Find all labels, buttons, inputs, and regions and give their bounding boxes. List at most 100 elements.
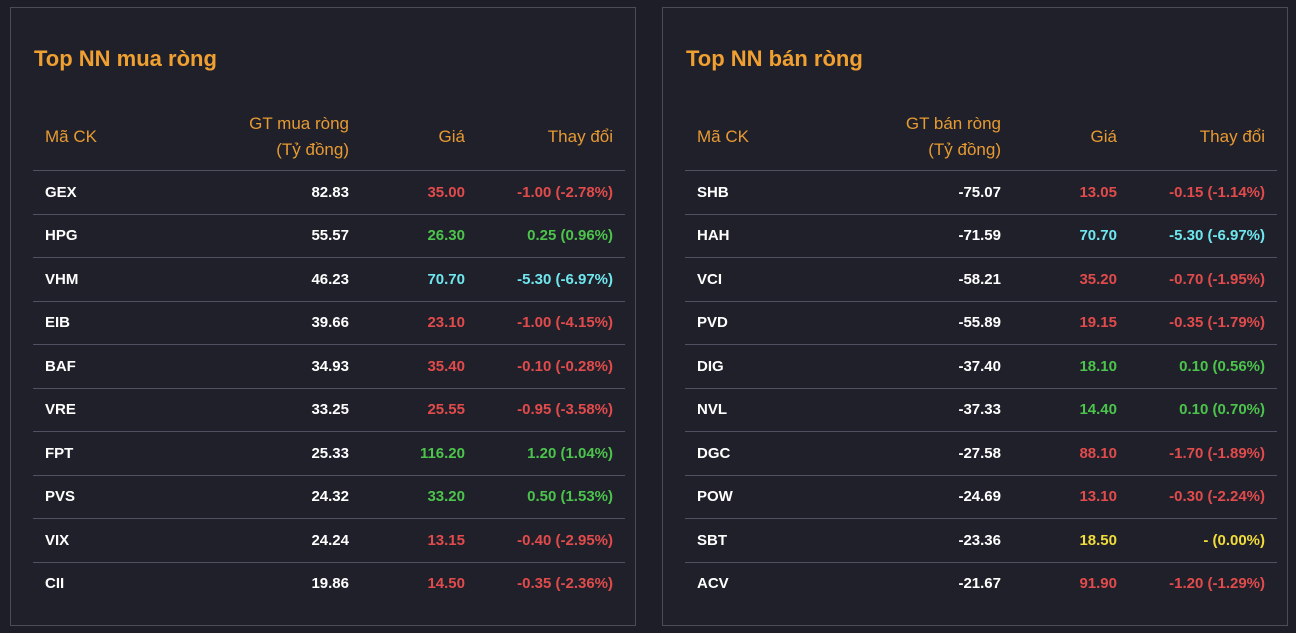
net-value: -75.07 bbox=[829, 170, 1013, 215]
price-change: -0.30 (-2.24%) bbox=[1129, 475, 1277, 519]
price: 26.30 bbox=[361, 214, 477, 258]
table-row[interactable]: FPT 25.33 116.20 1.20 (1.04%) bbox=[33, 431, 625, 476]
header-line-1: GT mua ròng bbox=[249, 114, 349, 133]
column-header-price[interactable]: Giá bbox=[361, 104, 477, 171]
table-row[interactable]: DIG -37.40 18.10 0.10 (0.56%) bbox=[685, 344, 1277, 389]
table-row[interactable]: DGC -27.58 88.10 -1.70 (-1.89%) bbox=[685, 431, 1277, 476]
stock-symbol[interactable]: SHB bbox=[685, 170, 829, 215]
table-row[interactable]: VCI -58.21 35.20 -0.70 (-1.95%) bbox=[685, 257, 1277, 302]
table-row[interactable]: GEX 82.83 35.00 -1.00 (-2.78%) bbox=[33, 170, 625, 215]
price: 35.40 bbox=[361, 344, 477, 389]
stock-symbol[interactable]: SBT bbox=[685, 518, 829, 563]
panel-title: Top NN mua ròng bbox=[34, 46, 217, 71]
price: 23.10 bbox=[361, 301, 477, 345]
price-change: -1.00 (-2.78%) bbox=[477, 170, 625, 215]
price-change: 0.50 (1.53%) bbox=[477, 475, 625, 519]
stock-symbol[interactable]: HAH bbox=[685, 214, 829, 258]
column-header-change[interactable]: Thay đổi bbox=[1129, 104, 1277, 171]
table-row[interactable]: NVL -37.33 14.40 0.10 (0.70%) bbox=[685, 388, 1277, 432]
header-line-2: (Tỷ đồng) bbox=[928, 140, 1001, 159]
table-row[interactable]: SBT -23.36 18.50- (0.00%) bbox=[685, 518, 1277, 563]
price: 18.50 bbox=[1013, 518, 1129, 563]
table-row[interactable]: PVD -55.89 19.15 -0.35 (-1.79%) bbox=[685, 301, 1277, 345]
stock-symbol[interactable]: CII bbox=[45, 575, 65, 593]
price-change: -1.20 (-1.29%) bbox=[1169, 575, 1265, 593]
table-row[interactable]: POW -24.69 13.10 -0.30 (-2.24%) bbox=[685, 475, 1277, 519]
net-value: 55.57 bbox=[177, 214, 361, 258]
net-value: 24.32 bbox=[177, 475, 361, 519]
net-value: 24.24 bbox=[177, 518, 361, 563]
table-row[interactable]: HAH -71.59 70.70 -5.30 (-6.97%) bbox=[685, 214, 1277, 258]
net-value: 34.93 bbox=[177, 344, 361, 389]
table-row[interactable]: BAF 34.93 35.40 -0.10 (-0.28%) bbox=[33, 344, 625, 389]
table-row[interactable]: VIX 24.24 13.15 -0.40 (-2.95%) bbox=[33, 518, 625, 563]
stock-symbol[interactable]: NVL bbox=[685, 388, 829, 432]
table-row[interactable]: EIB 39.66 23.10 -1.00 (-4.15%) bbox=[33, 301, 625, 345]
price-change: -0.40 (-2.95%) bbox=[477, 518, 625, 563]
price-change: -0.10 (-0.28%) bbox=[477, 344, 625, 389]
stock-symbol[interactable]: PVS bbox=[33, 475, 177, 519]
column-header-change[interactable]: Thay đổi bbox=[477, 104, 625, 171]
price-change: -1.70 (-1.89%) bbox=[1129, 431, 1277, 476]
net-value: -23.36 bbox=[829, 518, 1013, 563]
price: 33.20 bbox=[361, 475, 477, 519]
net-value: 19.86 bbox=[311, 575, 349, 593]
net-value: -21.67 bbox=[958, 575, 1001, 593]
table-header-row: Mã CK GT mua ròng (Tỷ đồng) Giá Thay đổi bbox=[33, 104, 625, 171]
stock-symbol[interactable]: EIB bbox=[33, 301, 177, 345]
stock-symbol[interactable]: GEX bbox=[33, 170, 177, 215]
price: 14.40 bbox=[1013, 388, 1129, 432]
stock-symbol[interactable]: BAF bbox=[33, 344, 177, 389]
price: 70.70 bbox=[1013, 214, 1129, 258]
table-row[interactable]: HPG 55.57 26.30 0.25 (0.96%) bbox=[33, 214, 625, 258]
stock-symbol[interactable]: VCI bbox=[685, 257, 829, 302]
column-header-symbol[interactable]: Mã CK bbox=[685, 104, 829, 171]
stock-symbol[interactable]: ACV bbox=[697, 575, 729, 593]
table-row[interactable]: ACV -21.67 91.90 -1.20 (-1.29%) bbox=[685, 562, 1277, 605]
price: 70.70 bbox=[361, 257, 477, 302]
price: 14.50 bbox=[427, 575, 465, 593]
column-header-symbol[interactable]: Mã CK bbox=[33, 104, 177, 171]
top-net-sell-panel: Top NN bán ròng Mã CK GT bán ròng (Tỷ đồ… bbox=[662, 7, 1288, 626]
stock-symbol[interactable]: POW bbox=[685, 475, 829, 519]
net-value: -55.89 bbox=[829, 301, 1013, 345]
stock-symbol[interactable]: PVD bbox=[685, 301, 829, 345]
price-change: 0.10 (0.70%) bbox=[1129, 388, 1277, 432]
net-value: 82.83 bbox=[177, 170, 361, 215]
price: 35.20 bbox=[1013, 257, 1129, 302]
price-change: -0.70 (-1.95%) bbox=[1129, 257, 1277, 302]
price-change: 1.20 (1.04%) bbox=[477, 431, 625, 476]
column-header-net-sell-value[interactable]: GT bán ròng (Tỷ đồng) bbox=[829, 104, 1013, 171]
table-row[interactable]: PVS 24.32 33.20 0.50 (1.53%) bbox=[33, 475, 625, 519]
net-value: 25.33 bbox=[177, 431, 361, 476]
price: 91.90 bbox=[1079, 575, 1117, 593]
net-value: 39.66 bbox=[177, 301, 361, 345]
table-row[interactable]: VRE 33.25 25.55 -0.95 (-3.58%) bbox=[33, 388, 625, 432]
top-net-buy-panel: Top NN mua ròng Mã CK GT mua ròng (Tỷ đồ… bbox=[10, 7, 636, 626]
stock-symbol[interactable]: FPT bbox=[33, 431, 177, 476]
column-header-net-buy-value[interactable]: GT mua ròng (Tỷ đồng) bbox=[177, 104, 361, 171]
price: 13.10 bbox=[1013, 475, 1129, 519]
column-header-price[interactable]: Giá bbox=[1013, 104, 1129, 171]
price: 18.10 bbox=[1013, 344, 1129, 389]
stock-symbol[interactable]: VRE bbox=[33, 388, 177, 432]
header-line-1: GT bán ròng bbox=[905, 114, 1001, 133]
net-sell-table-body: SHB -75.07 13.05 -0.15 (-1.14%) HAH -71.59 70.… bbox=[685, 170, 1277, 606]
net-value: -27.58 bbox=[829, 431, 1013, 476]
net-value: -71.59 bbox=[829, 214, 1013, 258]
price-change: -5.30 (-6.97%) bbox=[1129, 214, 1277, 258]
price: 19.15 bbox=[1013, 301, 1129, 345]
header-line-2: (Tỷ đồng) bbox=[276, 140, 349, 159]
stock-symbol[interactable]: VHM bbox=[33, 257, 177, 302]
price-change: -5.30 (-6.97%) bbox=[477, 257, 625, 302]
price-change: - (0.00%) bbox=[1129, 518, 1277, 563]
stock-symbol[interactable]: VIX bbox=[33, 518, 177, 563]
table-row[interactable]: VHM 46.23 70.70 -5.30 (-6.97%) bbox=[33, 257, 625, 302]
price: 116.20 bbox=[361, 431, 477, 476]
stock-symbol[interactable]: HPG bbox=[33, 214, 177, 258]
table-row[interactable]: CII 19.86 14.50 -0.35 (-2.36%) bbox=[33, 562, 625, 605]
stock-symbol[interactable]: DIG bbox=[685, 344, 829, 389]
price: 35.00 bbox=[361, 170, 477, 215]
stock-symbol[interactable]: DGC bbox=[685, 431, 829, 476]
table-row[interactable]: SHB -75.07 13.05 -0.15 (-1.14%) bbox=[685, 170, 1277, 215]
